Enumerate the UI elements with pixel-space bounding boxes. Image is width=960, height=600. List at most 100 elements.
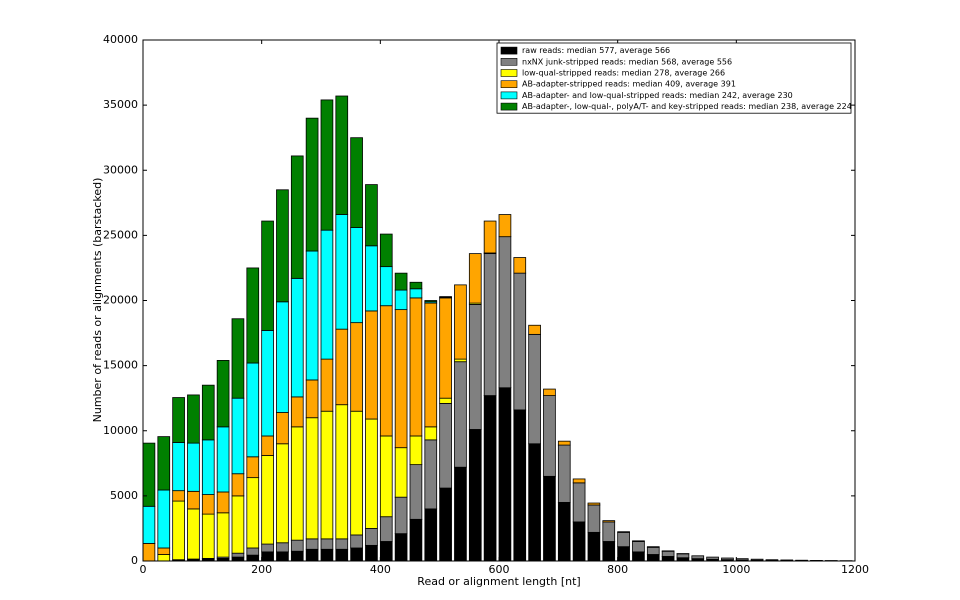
bar-segment [468, 253, 482, 304]
legend-label: AB-adapter-, low-qual-, polyA/T- and key… [522, 102, 852, 111]
bar-segment [350, 410, 363, 536]
bar-segment [335, 214, 349, 330]
bar-segment [261, 330, 274, 437]
bar-segment [646, 554, 660, 562]
bar-segment [290, 539, 304, 552]
bar-segment [424, 302, 438, 428]
x-tick-label: 1000 [722, 563, 750, 576]
bar-segment [409, 288, 423, 299]
bar-segment [261, 220, 274, 331]
bar-segment [646, 546, 660, 548]
bar-segment [187, 508, 200, 560]
legend-swatch [500, 91, 518, 100]
bar-segment [350, 322, 363, 412]
y-tick-label: 10000 [103, 424, 138, 437]
legend-swatch [500, 57, 518, 66]
bar-segment [706, 556, 719, 560]
x-tick-label: 1200 [841, 563, 869, 576]
bar-segment [439, 487, 452, 562]
bar-segment [305, 548, 319, 562]
bar-segment [290, 277, 304, 398]
bar-segment [216, 491, 230, 514]
legend-label: AB-adapter-stripped reads: median 409, a… [522, 80, 736, 89]
y-axis-label: Number of reads or alignments (barstacke… [91, 178, 104, 423]
bar-segment [305, 417, 319, 540]
bar-segment [498, 214, 512, 238]
bar-segment [276, 189, 289, 303]
bar-segment [246, 267, 260, 364]
bar-segment [454, 361, 467, 468]
bar-segment [365, 544, 378, 562]
bar-segment [320, 229, 334, 360]
bar-segment [750, 558, 764, 561]
bar-segment [632, 541, 645, 553]
bar-segment [602, 521, 616, 542]
bar-segment [320, 548, 334, 562]
bar-segment [468, 429, 482, 562]
bar-segment [424, 439, 438, 510]
bar-segment [187, 442, 200, 492]
bar-segment [483, 395, 497, 562]
bar-segment [201, 439, 215, 495]
bar-segment [335, 548, 349, 562]
bar-segment [557, 444, 571, 503]
bar-segment [276, 542, 289, 553]
bar-segment [409, 297, 423, 437]
bar-segment [765, 559, 779, 561]
bar-segment [572, 482, 586, 523]
bar-segment [528, 443, 541, 562]
y-tick-label: 30000 [103, 163, 138, 176]
bar-segment [261, 551, 274, 562]
bar-segment [394, 447, 408, 498]
bar-segment [290, 550, 304, 562]
bar-segment [528, 333, 541, 445]
x-tick-label: 800 [607, 563, 628, 576]
bar-segment [735, 558, 749, 561]
bar-segment [587, 504, 601, 533]
bar-segment [439, 297, 452, 399]
bar-segment [305, 538, 319, 550]
bar-segment [513, 272, 527, 411]
bar-segment [335, 328, 349, 406]
bar-segment [335, 538, 349, 550]
bar-segment [409, 281, 423, 290]
x-tick-label: 0 [140, 563, 147, 576]
bar-segment [379, 305, 393, 437]
bar-segment [142, 442, 156, 507]
bar-segment [365, 310, 378, 420]
legend-label: low-qual-stripped reads: median 278, ave… [522, 69, 725, 78]
bar-segment [394, 272, 408, 291]
bar-segment [305, 250, 319, 381]
x-tick-label: 400 [370, 563, 391, 576]
bar-segment [587, 502, 601, 506]
bar-segment [379, 266, 393, 307]
bar-segment [320, 358, 334, 412]
bar-segment [543, 475, 556, 562]
bar-segment [602, 520, 616, 523]
bar-segment [187, 490, 200, 510]
bar-segment [572, 521, 586, 562]
bar-segment [261, 455, 274, 545]
bar-segment [172, 442, 185, 492]
bar-segment [216, 512, 230, 558]
bar-segment [365, 528, 378, 546]
bar-segment [246, 362, 260, 458]
bar-segment [350, 547, 363, 562]
bar-segment [172, 500, 185, 561]
bar-segment [676, 553, 690, 559]
bar-segment [691, 555, 705, 560]
bar-segment [394, 289, 408, 311]
bar-segment [172, 397, 185, 443]
bar-segment [543, 388, 556, 396]
bar-segment [276, 412, 289, 445]
bar-segment [231, 556, 245, 562]
bar-segment [216, 426, 230, 493]
bar-segment [439, 397, 452, 404]
bar-segment [350, 534, 363, 549]
bar-segment [305, 117, 319, 252]
bar-segment [157, 489, 171, 549]
bar-segment [468, 304, 482, 430]
bar-segment [350, 227, 363, 324]
bar-segment [424, 508, 438, 562]
